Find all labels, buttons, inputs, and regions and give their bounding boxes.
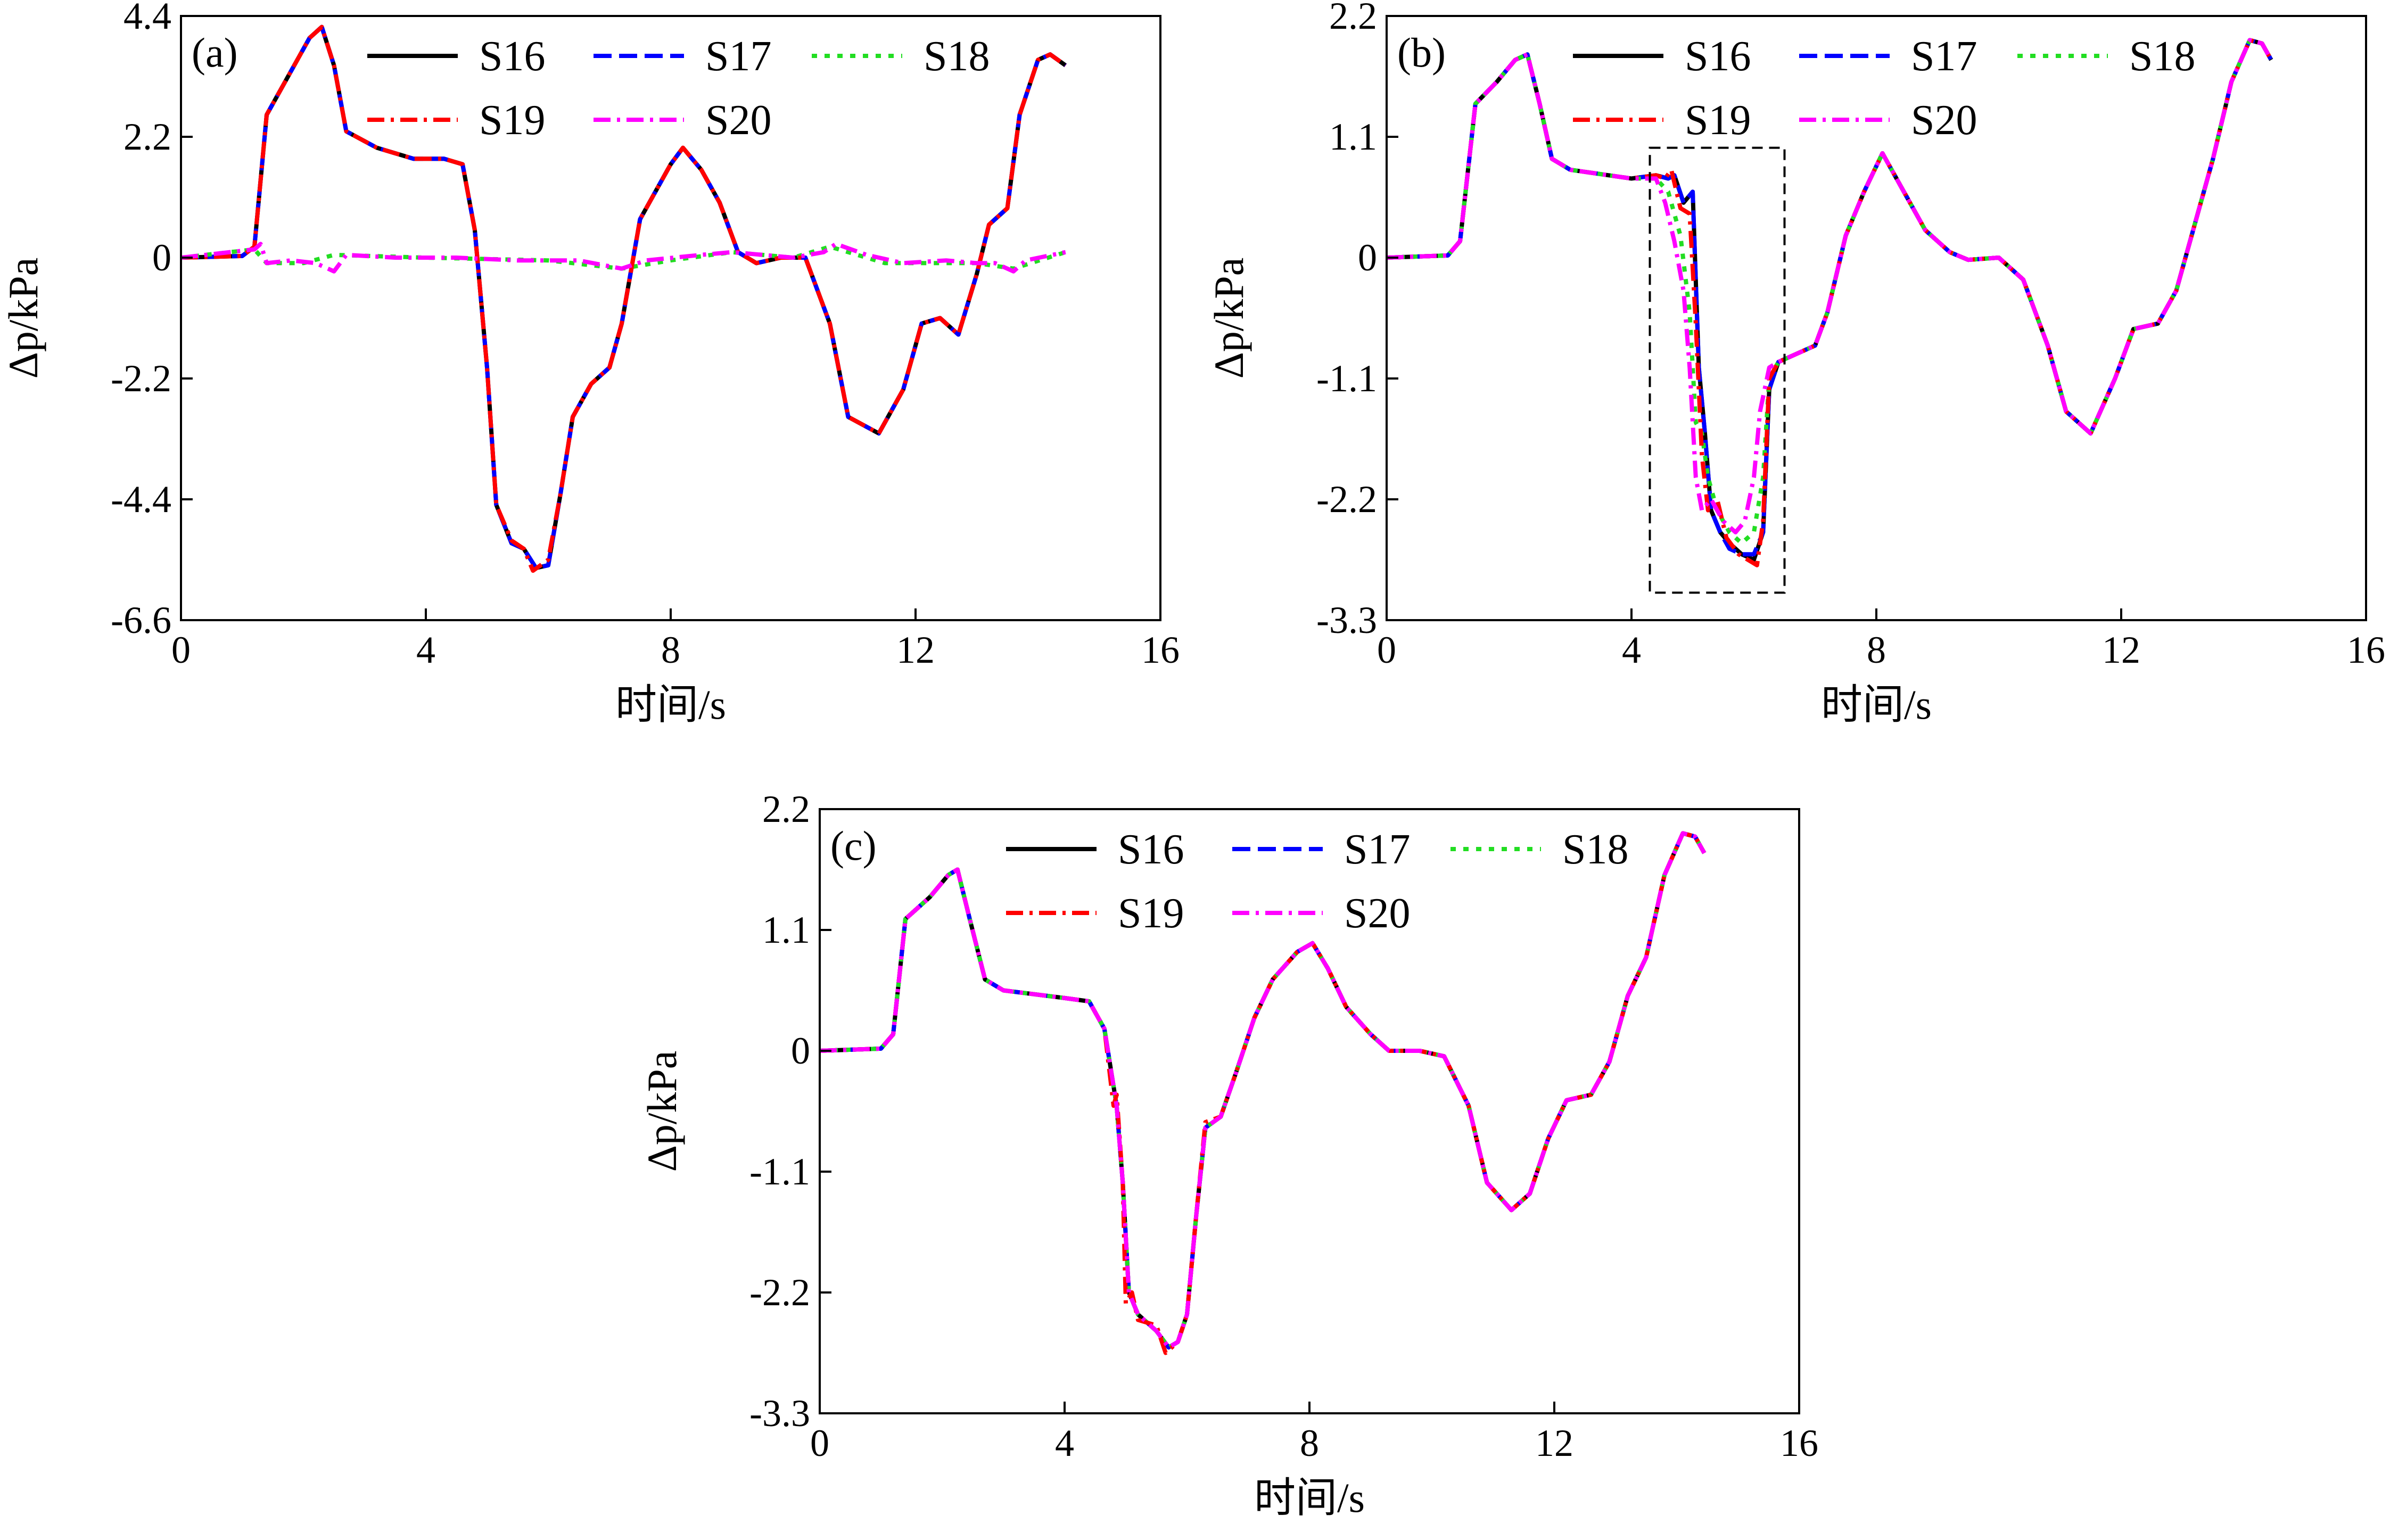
legend-item-s20: S20 xyxy=(1799,97,1977,144)
y-tick-label: -2.2 xyxy=(1316,478,1377,521)
series-line-s18 xyxy=(1387,38,2273,546)
series-group xyxy=(1387,38,2273,567)
x-tick-label: 16 xyxy=(1141,629,1180,671)
legend-item-s16: S16 xyxy=(1006,826,1184,873)
series-line-s17 xyxy=(820,831,1707,1350)
panel-label: (c) xyxy=(830,822,877,869)
x-tick-label: 12 xyxy=(2102,629,2140,671)
legend-item-s18: S18 xyxy=(1451,826,1629,873)
y-tick-label: 4.4 xyxy=(123,0,171,37)
legend-label: S17 xyxy=(705,33,772,80)
y-tick-label: 1.1 xyxy=(1329,116,1377,158)
x-tick-label: 8 xyxy=(1300,1422,1319,1464)
series-line-s18 xyxy=(181,244,1067,271)
series-line-s17 xyxy=(181,24,1067,570)
x-tick-label: 0 xyxy=(810,1422,829,1464)
legend-label: S20 xyxy=(705,97,772,144)
series-line-s16 xyxy=(820,831,1707,1350)
legend-item-s19: S19 xyxy=(1573,97,1751,144)
x-tick-label: 4 xyxy=(1622,629,1641,671)
y-tick-label: -4.4 xyxy=(111,478,171,521)
legend-item-s18: S18 xyxy=(812,33,990,80)
series-line-s16 xyxy=(181,24,1067,570)
legend-label: S19 xyxy=(479,97,546,144)
legend-item-s18: S18 xyxy=(2017,33,2196,80)
panel-a: 0 4 8 12 16 4.4 2.2 0 -2.2 -4.4 -6.6 时间/s Δp/kPa (a) S… xyxy=(0,0,1180,728)
legend-item-s17: S17 xyxy=(594,33,772,80)
series-group xyxy=(820,831,1707,1355)
legend-item-s20: S20 xyxy=(1232,890,1411,937)
legend-label: S20 xyxy=(1911,97,1977,144)
x-tick-label: 0 xyxy=(171,629,191,671)
series-line-s18 xyxy=(820,831,1707,1350)
x-axis-title: 时间/s xyxy=(615,681,726,728)
y-tick-label: -3.3 xyxy=(749,1392,810,1435)
y-tick-label: 2.2 xyxy=(123,116,171,158)
legend-item-s17: S17 xyxy=(1232,826,1411,873)
legend-item-s19: S19 xyxy=(1006,890,1184,937)
legend-label: S16 xyxy=(1685,33,1751,80)
legend-label: S17 xyxy=(1911,33,1977,80)
y-tick-label: -1.1 xyxy=(749,1150,810,1193)
series-line-s19 xyxy=(181,24,1067,573)
legend-label: S19 xyxy=(1118,890,1184,937)
legend-label: S16 xyxy=(1118,826,1184,873)
series-line-s19 xyxy=(820,831,1707,1355)
y-tick-label: 0 xyxy=(1358,236,1377,279)
legend-label: S16 xyxy=(479,33,546,80)
legend-item-s17: S17 xyxy=(1799,33,1977,80)
legend-label: S18 xyxy=(2129,33,2196,80)
y-tick-label: -3.3 xyxy=(1316,599,1377,641)
series-group xyxy=(181,24,1067,573)
y-tick-label: -1.1 xyxy=(1316,357,1377,400)
x-tick-label: 8 xyxy=(1867,629,1886,671)
legend-item-s20: S20 xyxy=(594,97,772,144)
y-tick-label: -2.2 xyxy=(111,357,171,400)
panel-b: 0 4 8 12 16 2.2 1.1 0 -1.1 -2.2 -3.3 时间/s Δp/kPa (b) S… xyxy=(1206,0,2385,728)
x-tick-label: 16 xyxy=(2347,629,2385,671)
y-tick-label: 0 xyxy=(152,236,171,279)
legend-label: S18 xyxy=(1562,826,1629,873)
series-line-s20 xyxy=(820,831,1707,1350)
panel-label: (b) xyxy=(1397,29,1446,76)
legend-label: S17 xyxy=(1344,826,1411,873)
panel-label: (a) xyxy=(192,29,238,76)
y-axis-title: Δp/kPa xyxy=(1206,258,1252,379)
x-axis-title: 时间/s xyxy=(1254,1475,1365,1521)
y-axis-title: Δp/kPa xyxy=(0,258,46,379)
y-tick-label: 2.2 xyxy=(762,788,810,830)
x-tick-label: 0 xyxy=(1377,629,1396,671)
plot-frame xyxy=(180,15,1161,621)
legend-item-s19: S19 xyxy=(367,97,546,144)
legend-label: S20 xyxy=(1344,890,1411,937)
x-tick-label: 4 xyxy=(416,629,435,671)
y-tick-label: -6.6 xyxy=(111,599,171,641)
y-tick-label: 2.2 xyxy=(1329,0,1377,37)
plot-frame xyxy=(1386,15,2367,621)
legend-label: S19 xyxy=(1685,97,1751,144)
legend-item-s16: S16 xyxy=(367,33,546,80)
panel-c: 0 4 8 12 16 2.2 1.1 0 -1.1 -2.2 -3.3 时间/s Δp/kPa (c) S… xyxy=(639,788,1818,1521)
x-tick-label: 16 xyxy=(1780,1422,1818,1464)
x-tick-label: 8 xyxy=(661,629,680,671)
y-tick-label: 1.1 xyxy=(762,909,810,951)
legend-item-s16: S16 xyxy=(1573,33,1751,80)
x-tick-label: 12 xyxy=(896,629,935,671)
series-line-s20 xyxy=(1387,38,2273,534)
y-tick-label: 0 xyxy=(791,1030,810,1072)
y-tick-label: -2.2 xyxy=(749,1271,810,1314)
y-axis-title: Δp/kPa xyxy=(639,1051,685,1172)
x-tick-label: 4 xyxy=(1055,1422,1074,1464)
x-tick-label: 12 xyxy=(1535,1422,1573,1464)
x-axis-title: 时间/s xyxy=(1821,681,1932,728)
series-line-s20 xyxy=(181,242,1066,274)
legend-label: S18 xyxy=(924,33,990,80)
